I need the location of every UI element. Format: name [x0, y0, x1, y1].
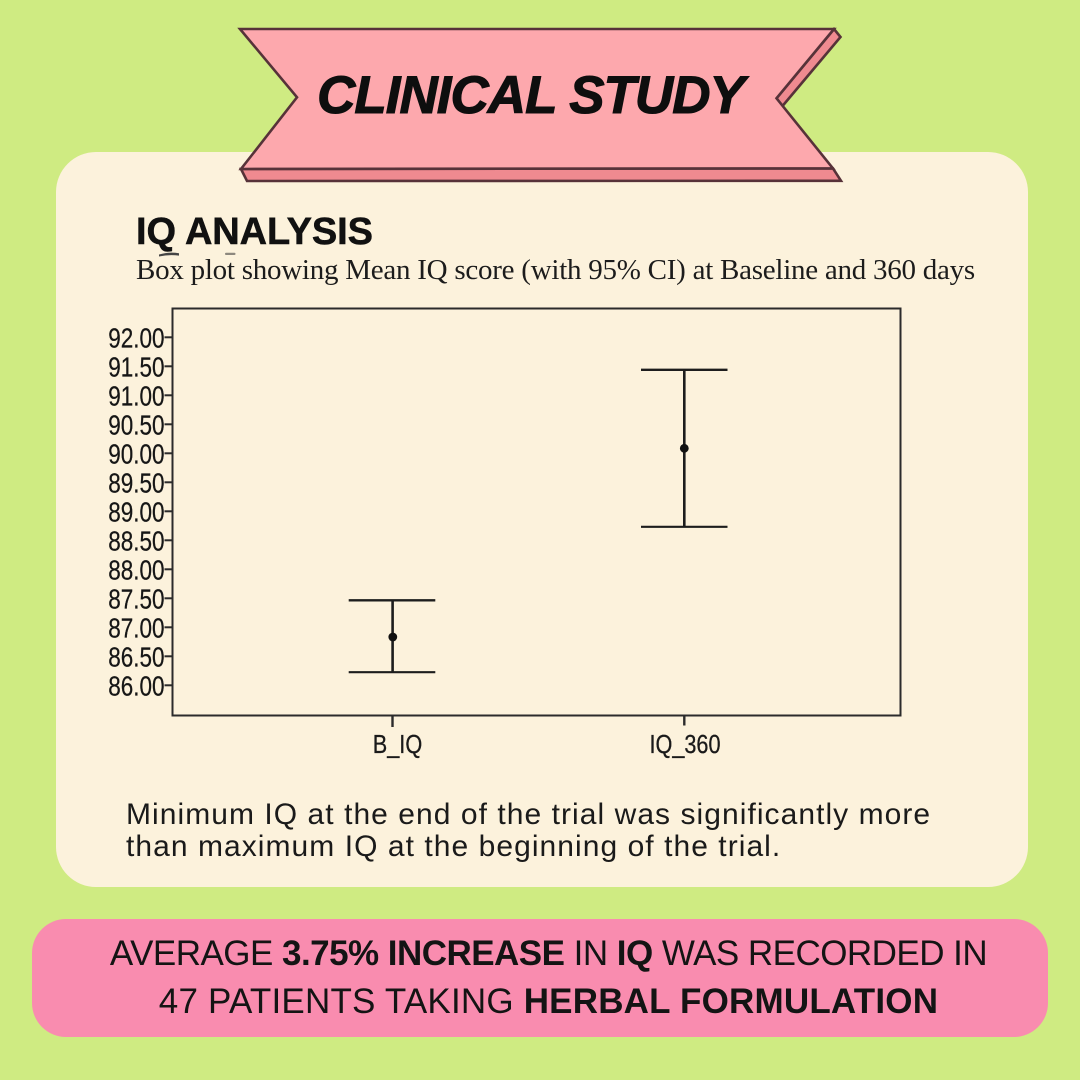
- svg-text:87.00: 87.00: [108, 613, 164, 644]
- svg-text:IQ_360: IQ_360: [650, 729, 721, 759]
- svg-text:B_IQ: B_IQ: [373, 729, 422, 759]
- svg-text:91.00: 91.00: [108, 381, 164, 412]
- svg-text:86.50: 86.50: [108, 642, 164, 673]
- svg-text:90.50: 90.50: [108, 410, 164, 441]
- svg-text:92.00: 92.00: [108, 323, 164, 354]
- svg-text:89.50: 89.50: [108, 468, 164, 499]
- svg-text:89.00: 89.00: [108, 497, 164, 528]
- svg-text:91.50: 91.50: [108, 352, 164, 383]
- svg-text:88.50: 88.50: [108, 526, 164, 557]
- svg-text:88.00: 88.00: [108, 555, 164, 586]
- svg-text:90.00: 90.00: [108, 439, 164, 470]
- svg-text:86.00: 86.00: [108, 671, 164, 702]
- svg-text:87.50: 87.50: [108, 584, 164, 615]
